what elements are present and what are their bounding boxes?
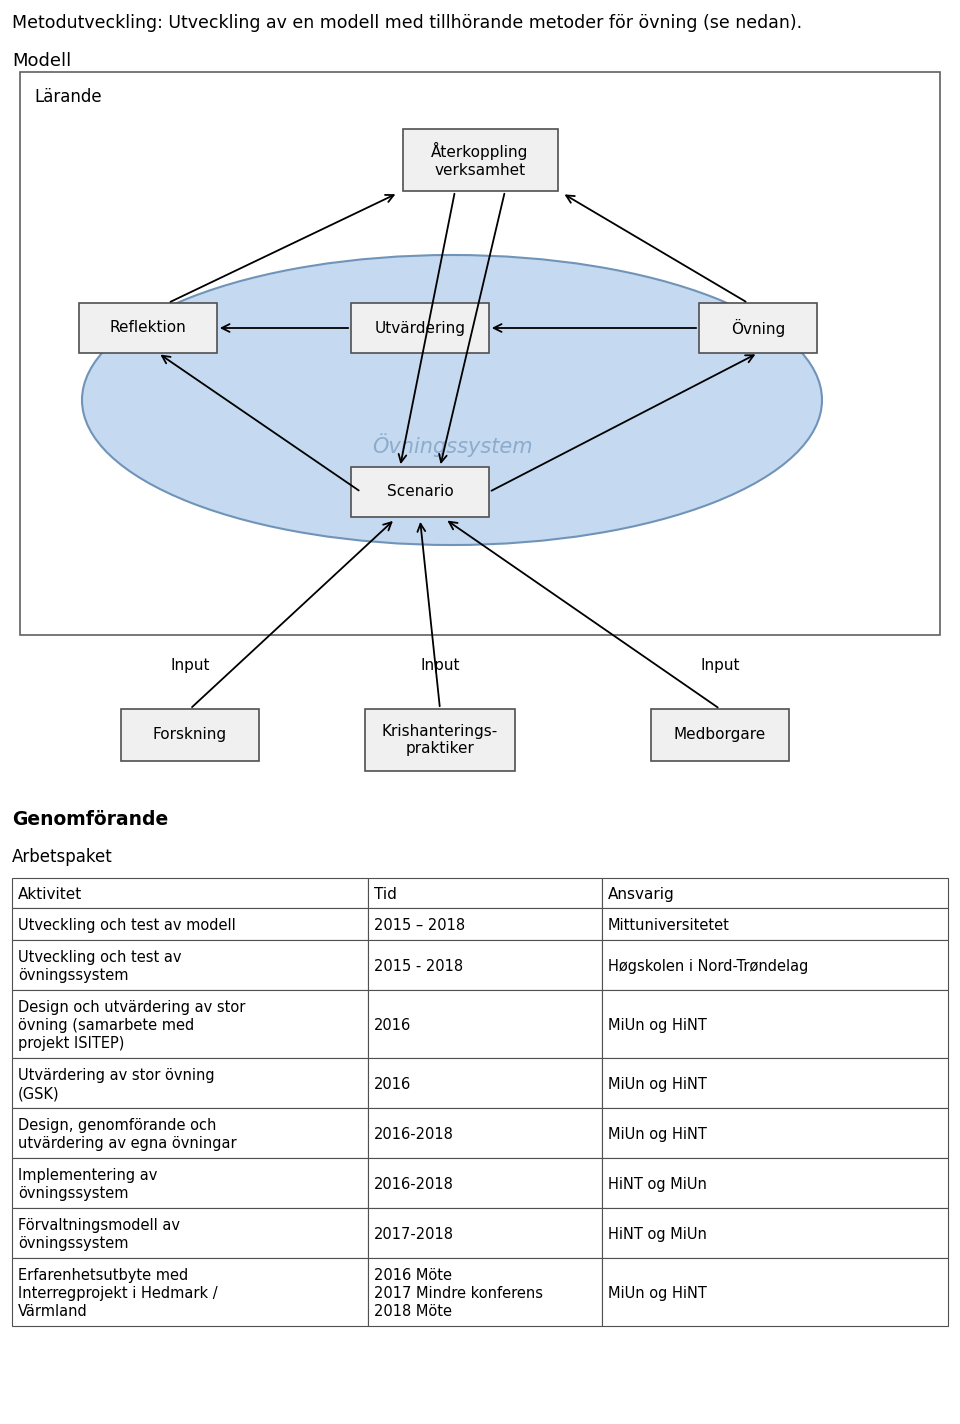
Bar bbox=[602, 1108, 948, 1158]
Text: Modell: Modell bbox=[12, 53, 71, 70]
Text: 2016-2018: 2016-2018 bbox=[373, 1178, 453, 1192]
Text: MiUn og HiNT: MiUn og HiNT bbox=[608, 1286, 707, 1302]
Text: Övning: Övning bbox=[731, 319, 785, 337]
Text: Design, genomförande och: Design, genomförande och bbox=[18, 1118, 216, 1134]
Text: Høgskolen i Nord-Trøndelag: Høgskolen i Nord-Trøndelag bbox=[608, 960, 808, 974]
Bar bbox=[602, 1208, 948, 1257]
Text: Input: Input bbox=[420, 658, 460, 674]
Text: 2016-2018: 2016-2018 bbox=[373, 1128, 453, 1142]
FancyBboxPatch shape bbox=[699, 303, 817, 353]
Text: Genomförande: Genomförande bbox=[12, 810, 168, 829]
Bar bbox=[602, 1158, 948, 1208]
Text: övningssystem: övningssystem bbox=[18, 1186, 129, 1202]
Bar bbox=[12, 909, 368, 940]
Bar bbox=[368, 1208, 602, 1257]
Text: Scenario: Scenario bbox=[387, 484, 453, 500]
Text: Reflektion: Reflektion bbox=[109, 320, 186, 336]
Bar bbox=[12, 879, 368, 909]
Bar bbox=[12, 1257, 368, 1326]
FancyBboxPatch shape bbox=[79, 303, 217, 353]
Text: Medborgare: Medborgare bbox=[674, 728, 766, 742]
Text: HiNT og MiUn: HiNT og MiUn bbox=[608, 1178, 707, 1192]
Text: Krishanterings-
praktiker: Krishanterings- praktiker bbox=[382, 723, 498, 756]
Text: Aktivitet: Aktivitet bbox=[18, 887, 83, 903]
Text: Interregprojekt i Hedmark /: Interregprojekt i Hedmark / bbox=[18, 1286, 218, 1302]
Text: Metodutveckling: Utveckling av en modell med tillhörande metoder för övning (se : Metodutveckling: Utveckling av en modell… bbox=[12, 14, 803, 31]
Text: Tid: Tid bbox=[373, 887, 396, 903]
Bar bbox=[12, 1158, 368, 1208]
Text: 2017 Mindre konferens: 2017 Mindre konferens bbox=[373, 1286, 542, 1302]
Text: Utveckling och test av: Utveckling och test av bbox=[18, 950, 181, 965]
Bar bbox=[602, 1257, 948, 1326]
Text: projekt ISITEP): projekt ISITEP) bbox=[18, 1037, 125, 1051]
Text: 2015 - 2018: 2015 - 2018 bbox=[373, 960, 463, 974]
Bar bbox=[368, 1108, 602, 1158]
Text: 2016 Möte: 2016 Möte bbox=[373, 1269, 451, 1283]
Bar bbox=[12, 940, 368, 990]
FancyBboxPatch shape bbox=[402, 130, 558, 191]
FancyBboxPatch shape bbox=[351, 303, 489, 353]
Text: 2018 Möte: 2018 Möte bbox=[373, 1304, 451, 1319]
Bar bbox=[368, 940, 602, 990]
Bar bbox=[602, 990, 948, 1058]
Bar bbox=[20, 73, 940, 635]
Text: Implementering av: Implementering av bbox=[18, 1168, 157, 1183]
Text: 2016: 2016 bbox=[373, 1078, 411, 1092]
Bar bbox=[368, 1158, 602, 1208]
Text: Utveckling och test av modell: Utveckling och test av modell bbox=[18, 918, 236, 933]
Text: Input: Input bbox=[700, 658, 740, 674]
Text: Förvaltningsmodell av: Förvaltningsmodell av bbox=[18, 1219, 180, 1233]
Text: 2016: 2016 bbox=[373, 1018, 411, 1034]
Bar bbox=[12, 1108, 368, 1158]
Bar bbox=[12, 1208, 368, 1257]
Bar bbox=[368, 990, 602, 1058]
FancyBboxPatch shape bbox=[121, 709, 259, 760]
Text: Ansvarig: Ansvarig bbox=[608, 887, 675, 903]
FancyBboxPatch shape bbox=[351, 467, 489, 517]
Text: övningssystem: övningssystem bbox=[18, 1236, 129, 1252]
FancyBboxPatch shape bbox=[651, 709, 789, 760]
Text: Återkoppling
verksamhet: Återkoppling verksamhet bbox=[431, 142, 529, 178]
Bar bbox=[368, 1257, 602, 1326]
FancyBboxPatch shape bbox=[365, 709, 515, 770]
Text: Lärande: Lärande bbox=[34, 88, 102, 105]
Text: (GSK): (GSK) bbox=[18, 1087, 60, 1101]
Text: Mittuniversitetet: Mittuniversitetet bbox=[608, 918, 730, 933]
Bar bbox=[368, 1058, 602, 1108]
Text: övning (samarbete med: övning (samarbete med bbox=[18, 1018, 194, 1034]
Text: Övningssystem: Övningssystem bbox=[372, 433, 532, 457]
Text: Utvärdering av stor övning: Utvärdering av stor övning bbox=[18, 1068, 215, 1084]
Bar bbox=[602, 940, 948, 990]
Bar bbox=[368, 879, 602, 909]
Ellipse shape bbox=[82, 255, 822, 545]
Text: Värmland: Värmland bbox=[18, 1304, 87, 1319]
Text: Arbetspaket: Arbetspaket bbox=[12, 849, 112, 866]
Text: MiUn og HiNT: MiUn og HiNT bbox=[608, 1078, 707, 1092]
Text: Design och utvärdering av stor: Design och utvärdering av stor bbox=[18, 1000, 246, 1015]
Bar bbox=[368, 909, 602, 940]
Text: Forskning: Forskning bbox=[153, 728, 228, 742]
Bar bbox=[602, 909, 948, 940]
Text: Input: Input bbox=[170, 658, 209, 674]
Text: MiUn og HiNT: MiUn og HiNT bbox=[608, 1128, 707, 1142]
Bar bbox=[602, 879, 948, 909]
Text: utvärdering av egna övningar: utvärdering av egna övningar bbox=[18, 1136, 236, 1151]
Text: MiUn og HiNT: MiUn og HiNT bbox=[608, 1018, 707, 1034]
Text: 2015 – 2018: 2015 – 2018 bbox=[373, 918, 465, 933]
Bar bbox=[602, 1058, 948, 1108]
Text: Erfarenhetsutbyte med: Erfarenhetsutbyte med bbox=[18, 1269, 188, 1283]
Text: Utvärdering: Utvärdering bbox=[374, 320, 466, 336]
Bar bbox=[12, 1058, 368, 1108]
Text: HiNT og MiUn: HiNT og MiUn bbox=[608, 1227, 707, 1242]
Text: övningssystem: övningssystem bbox=[18, 968, 129, 984]
Text: 2017-2018: 2017-2018 bbox=[373, 1227, 454, 1242]
Bar bbox=[12, 990, 368, 1058]
